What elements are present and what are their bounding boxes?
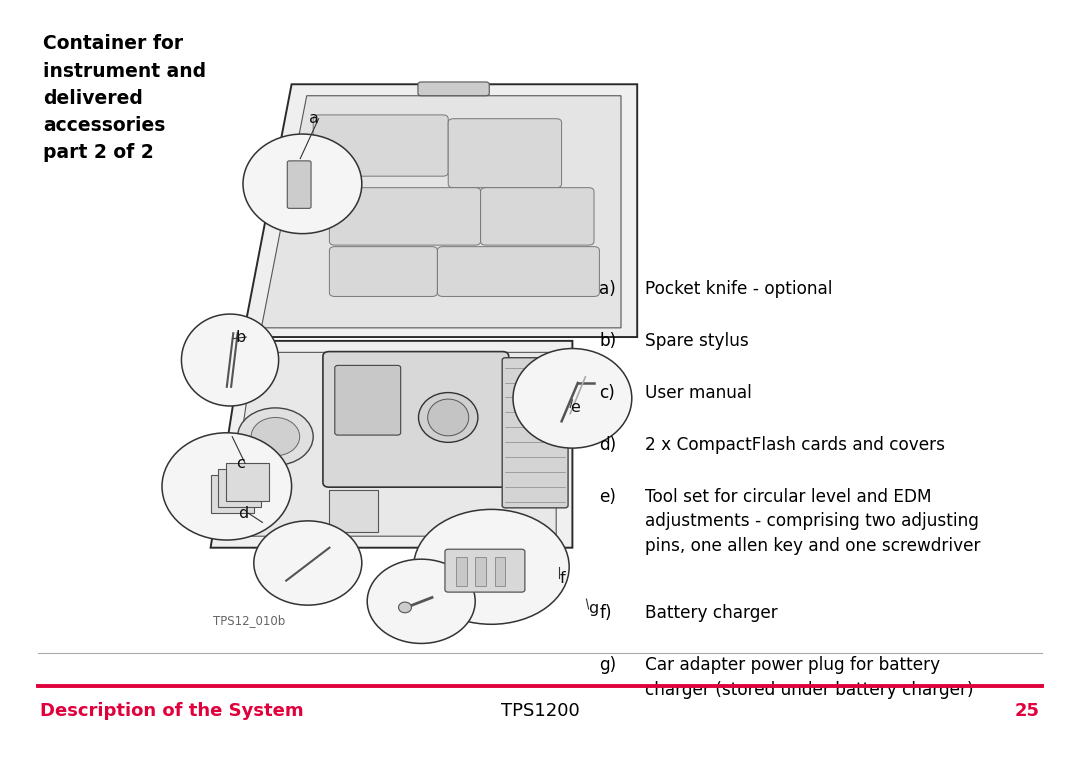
Text: 25: 25 xyxy=(1015,702,1040,720)
Bar xyxy=(211,475,254,513)
FancyBboxPatch shape xyxy=(287,161,311,208)
Text: g): g) xyxy=(599,656,617,674)
Text: e): e) xyxy=(599,488,617,506)
Text: e: e xyxy=(570,400,580,415)
Ellipse shape xyxy=(399,602,411,613)
Text: Car adapter power plug for battery
charger (stored under battery charger): Car adapter power plug for battery charg… xyxy=(645,656,973,699)
FancyBboxPatch shape xyxy=(418,82,489,96)
Ellipse shape xyxy=(162,433,292,540)
Text: g: g xyxy=(589,601,598,617)
Bar xyxy=(495,557,505,586)
FancyBboxPatch shape xyxy=(335,365,401,435)
Text: User manual: User manual xyxy=(645,384,752,401)
Bar xyxy=(329,490,378,532)
Polygon shape xyxy=(227,352,556,536)
Polygon shape xyxy=(243,84,637,337)
Bar xyxy=(218,469,261,507)
Ellipse shape xyxy=(238,408,313,466)
Ellipse shape xyxy=(243,134,362,234)
Ellipse shape xyxy=(251,417,300,456)
Ellipse shape xyxy=(428,399,469,436)
Text: Description of the System: Description of the System xyxy=(40,702,303,720)
FancyBboxPatch shape xyxy=(313,115,448,176)
FancyBboxPatch shape xyxy=(437,247,599,296)
Bar xyxy=(456,557,467,586)
Text: f: f xyxy=(559,571,565,586)
FancyBboxPatch shape xyxy=(448,119,562,188)
FancyBboxPatch shape xyxy=(323,352,509,487)
Text: Tool set for circular level and EDM
adjustments - comprising two adjusting
pins,: Tool set for circular level and EDM adju… xyxy=(645,488,981,555)
Text: c: c xyxy=(237,456,245,471)
Text: 2 x CompactFlash cards and covers: 2 x CompactFlash cards and covers xyxy=(645,436,945,453)
Bar xyxy=(475,557,486,586)
Polygon shape xyxy=(211,341,572,548)
FancyBboxPatch shape xyxy=(445,549,525,592)
Text: Battery charger: Battery charger xyxy=(645,604,778,622)
FancyBboxPatch shape xyxy=(329,188,481,245)
Polygon shape xyxy=(261,96,621,328)
Text: a: a xyxy=(309,111,319,126)
Text: TPS1200: TPS1200 xyxy=(501,702,579,720)
FancyBboxPatch shape xyxy=(481,188,594,245)
Text: b): b) xyxy=(599,332,617,349)
Text: d: d xyxy=(239,506,248,521)
Ellipse shape xyxy=(181,314,279,406)
Text: Spare stylus: Spare stylus xyxy=(645,332,748,349)
FancyBboxPatch shape xyxy=(502,358,568,508)
Ellipse shape xyxy=(254,521,362,605)
Text: TPS12_010b: TPS12_010b xyxy=(213,614,285,627)
FancyBboxPatch shape xyxy=(329,247,437,296)
Text: Pocket knife - optional: Pocket knife - optional xyxy=(645,280,833,297)
Text: f): f) xyxy=(599,604,612,622)
Text: c): c) xyxy=(599,384,616,401)
Text: a): a) xyxy=(599,280,617,297)
Ellipse shape xyxy=(419,392,477,443)
Bar xyxy=(226,463,269,501)
Ellipse shape xyxy=(414,509,569,624)
Ellipse shape xyxy=(367,559,475,643)
Ellipse shape xyxy=(513,349,632,448)
Text: b: b xyxy=(237,329,246,345)
Text: Container for
instrument and
delivered
accessories
part 2 of 2: Container for instrument and delivered a… xyxy=(43,34,206,162)
Text: d): d) xyxy=(599,436,617,453)
